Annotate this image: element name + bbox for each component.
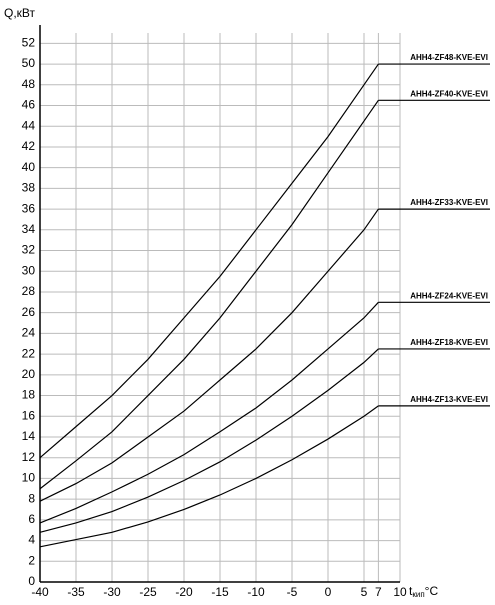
y-tick-label: 44 (22, 118, 36, 132)
series-line (39, 405, 379, 548)
series-line (39, 348, 379, 533)
series-label: AHH4-ZF24-KVE-EVI (410, 291, 488, 300)
x-tick-label: -35 (67, 585, 85, 599)
y-tick-label: 12 (22, 450, 36, 464)
y-tick-label: 6 (28, 512, 35, 526)
x-axis-label: tкип°C (409, 584, 438, 599)
x-tick-label: 7 (375, 585, 382, 599)
x-tick-label: -25 (139, 585, 157, 599)
x-tick-label: -20 (175, 585, 193, 599)
y-tick-label: 16 (22, 408, 36, 422)
x-label-main: t (409, 584, 413, 598)
y-tick-label: 26 (22, 305, 36, 319)
y-tick-label: 0 (28, 574, 35, 588)
y-tick-label: 34 (22, 222, 36, 236)
x-tick-label: -40 (31, 585, 49, 599)
series-line (39, 208, 379, 502)
y-tick-label: 52 (22, 36, 36, 50)
y-tick-label: 36 (22, 201, 36, 215)
series-label: AHH4-ZF40-KVE-EVI (410, 89, 488, 98)
y-tick-label: 18 (22, 388, 36, 402)
x-tick-label: -15 (211, 585, 229, 599)
x-tick-label: -10 (247, 585, 265, 599)
y-tick-label: 28 (22, 284, 36, 298)
y-tick-label: 10 (22, 471, 36, 485)
y-tick-label: 50 (22, 56, 36, 70)
y-tick-label: 40 (22, 160, 36, 174)
y-tick-label: 46 (22, 98, 36, 112)
x-tick-label: 5 (361, 585, 368, 599)
x-tick-label: 10 (393, 585, 407, 599)
x-tick-label: -30 (103, 585, 121, 599)
series-label: AHH4-ZF13-KVE-EVI (410, 395, 488, 404)
y-tick-label: 32 (22, 243, 36, 257)
x-label-sub: кип (412, 590, 424, 599)
series-line (39, 99, 379, 490)
y-tick-label: 4 (28, 533, 35, 547)
y-tick-label: 42 (22, 139, 36, 153)
y-tick-label: 2 (28, 553, 35, 567)
y-tick-label: 48 (22, 77, 36, 91)
y-tick-label: 8 (28, 491, 35, 505)
y-axis-label: Q,кВт (4, 6, 36, 20)
series-line (39, 63, 379, 459)
series-label: AHH4-ZF48-KVE-EVI (410, 53, 488, 62)
y-tick-label: 38 (22, 181, 36, 195)
y-tick-label: 14 (22, 429, 36, 443)
series-label: AHH4-ZF33-KVE-EVI (410, 198, 488, 207)
x-tick-label: 0 (325, 585, 332, 599)
y-tick-label: 20 (22, 367, 36, 381)
series-label: AHH4-ZF18-KVE-EVI (410, 338, 488, 347)
x-label-unit: °C (425, 584, 439, 598)
y-tick-label: 24 (22, 326, 36, 340)
series-line (39, 301, 379, 524)
y-tick-label: 22 (22, 346, 36, 360)
y-tick-label: 30 (22, 263, 36, 277)
x-tick-label: -5 (287, 585, 298, 599)
